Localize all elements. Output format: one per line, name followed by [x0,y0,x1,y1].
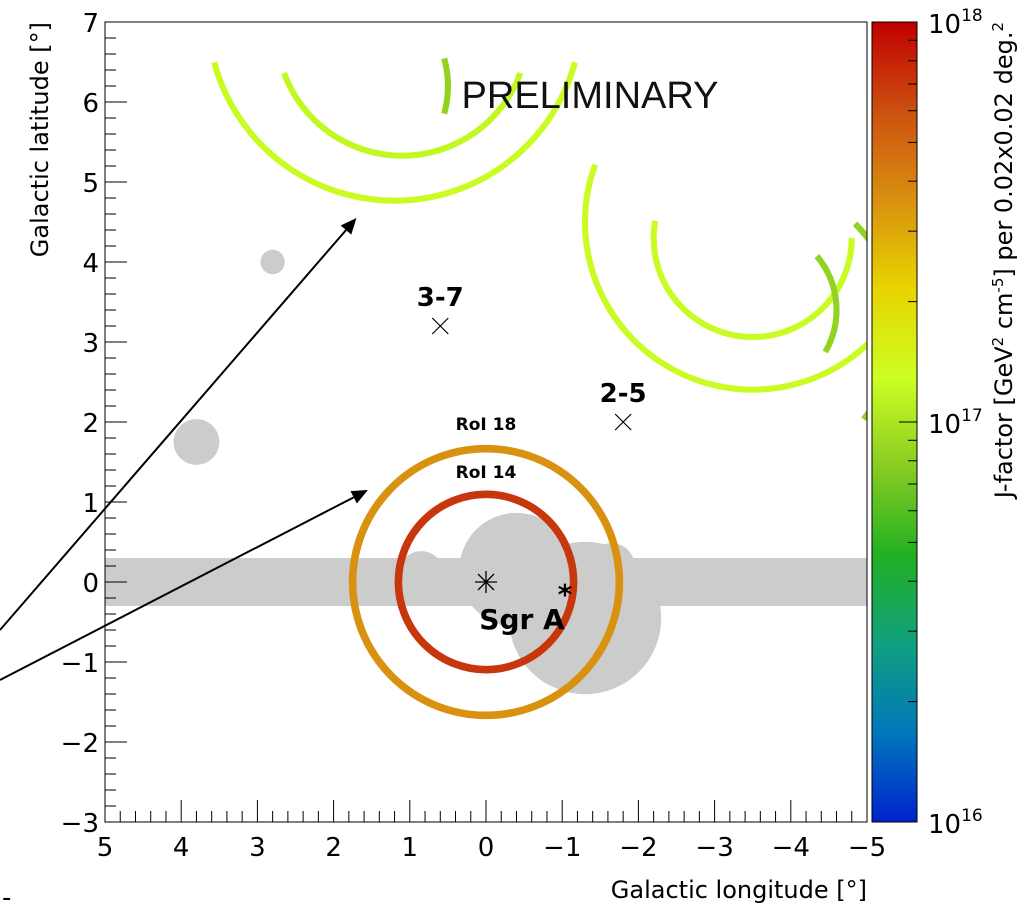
colorbar-title: J-factor [GeV2 cm-5] per 0.02x0.02 deg.2 [989,22,1018,500]
y-tick-label: 2 [82,409,99,439]
axis-ticks [104,21,868,823]
roi-ring [348,444,624,720]
x-tick-label: −2 [619,833,657,863]
colorbar-tick-label: 1017 [928,406,983,440]
roi-ring [394,490,578,674]
source-markers: 3-7 2-5 [417,283,647,431]
x-axis-title: Galactic longitude [°] [611,876,867,904]
x-tick-label: −5 [848,833,886,863]
colorbar-tick-labels: 1016 1017 1018 [928,6,983,840]
y-axis-title: Galactic latitude [°] [26,22,54,257]
colorbar-ticks [899,39,917,823]
arrow-head [340,218,357,235]
roi-arc [650,220,855,341]
roi-rings [211,57,867,720]
x-tick-label: 5 [97,833,114,863]
source-label: 3-7 [417,283,464,313]
x-tick-labels: 5 4 3 2 1 0 −1 −2 −3 −4 −5 [97,833,886,863]
galactic-center-marker: Sgr A* [475,571,573,636]
arrow-line [0,229,347,631]
sgr-a-label: Sgr A [479,603,565,636]
y-tick-label: −2 [61,729,99,759]
source-x-marker [614,413,632,431]
y-tick-label: 6 [82,89,99,119]
colorbar-tick-label: 1016 [928,806,983,840]
y-tick-label: 0 [82,569,99,599]
roi-arc [281,71,524,159]
y-tick-label: 5 [82,169,99,199]
roi-arc [814,254,840,354]
y-tick-labels: −3 −2 −1 0 1 2 3 4 5 6 7 [61,9,99,839]
source-label: 2-5 [600,379,647,409]
annotation-arrows [0,218,368,681]
y-tick-label: −3 [61,809,99,839]
y-tick-label: 4 [82,249,99,279]
y-tick-label: 7 [82,9,99,39]
sgr-a-star-superscript: * [558,578,573,611]
preliminary-watermark: PRELIMINARY [462,75,719,117]
x-tick-label: −4 [772,833,810,863]
footnote-mark: - [2,883,11,911]
roi-arc [441,57,451,115]
x-tick-label: 2 [325,833,342,863]
arrow-line [0,496,355,681]
mask-disk [588,543,635,589]
mask-disk [260,249,285,275]
roi-label: RoI 14 [456,463,517,483]
x-tick-label: 0 [478,833,495,863]
y-tick-label: 1 [82,489,99,519]
x-tick-label: −1 [543,833,581,863]
y-tick-label: 3 [82,329,99,359]
mask-disk [173,419,220,465]
mask-disk [398,551,445,597]
colorbar-tick-label: 1018 [928,6,983,40]
x-tick-label: 4 [173,833,190,863]
arrow-head [350,490,368,504]
roi-label: RoI 18 [456,415,517,435]
roi-arc [582,163,867,393]
y-tick-label: −1 [61,649,99,679]
x-tick-label: 1 [402,833,419,863]
x-tick-label: 3 [249,833,266,863]
x-tick-label: −3 [695,833,733,863]
source-x-marker [431,317,449,335]
sgr-a-star-marker [475,571,497,593]
roi-arc [211,61,578,204]
